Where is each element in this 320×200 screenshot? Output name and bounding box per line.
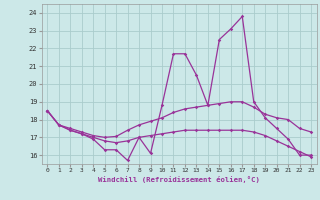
X-axis label: Windchill (Refroidissement éolien,°C): Windchill (Refroidissement éolien,°C) [98,176,260,183]
